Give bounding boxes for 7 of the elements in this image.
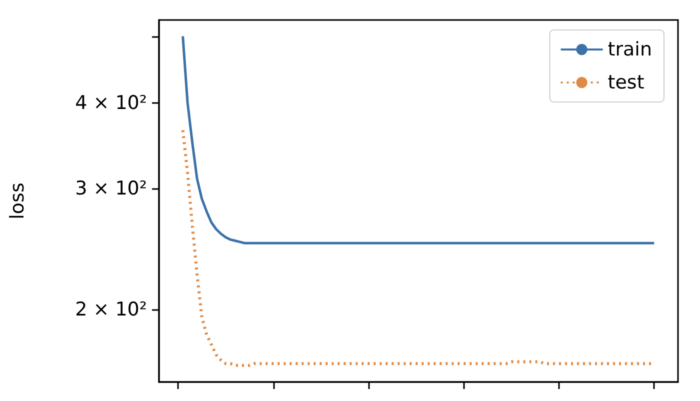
line-series — [182, 35, 656, 244]
y-tick-label: 2 × 10² — [75, 298, 147, 321]
y-tick-label: 4 × 10² — [75, 92, 147, 114]
y-tick-label: 3 × 10² — [75, 178, 147, 200]
legend-label: train — [608, 38, 652, 60]
y-axis-title: loss — [6, 182, 28, 220]
legend-label: test — [608, 72, 644, 94]
